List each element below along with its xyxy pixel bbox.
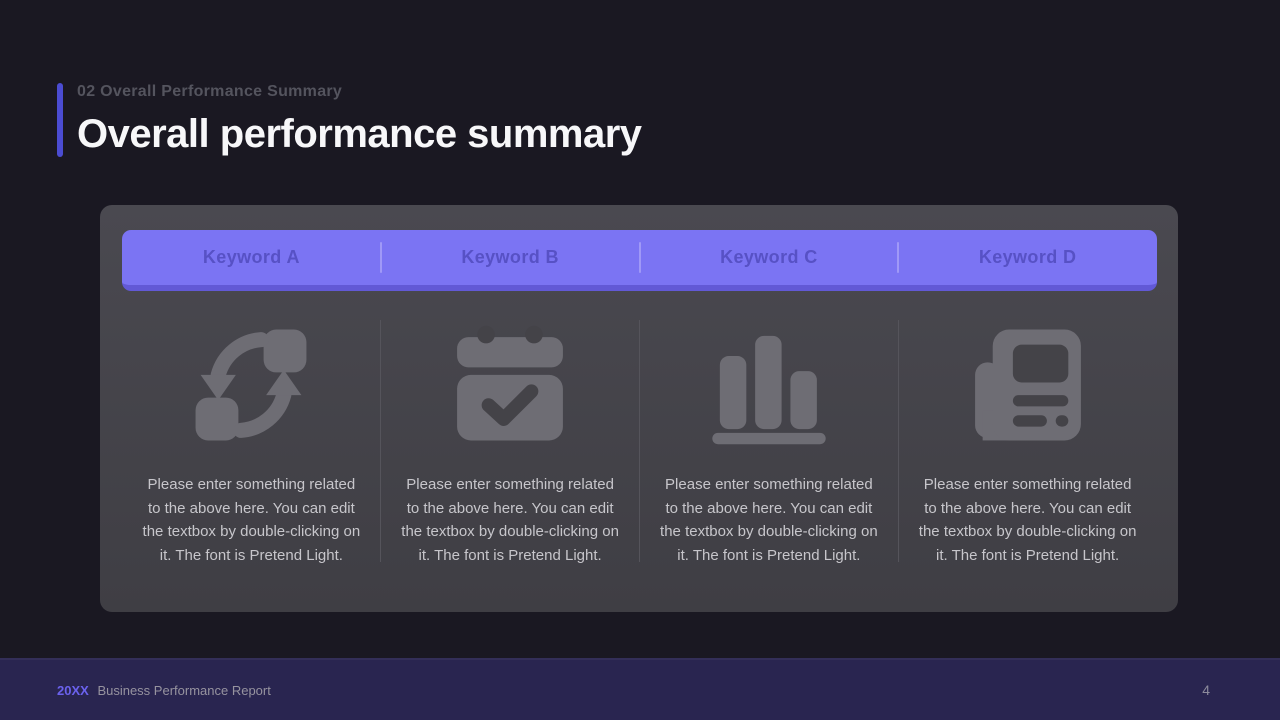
column-description-textbox[interactable]: Please enter something related to the ab… [660,476,878,564]
column-description-textbox[interactable]: Please enter something related to the ab… [401,476,619,564]
tab-label: Keyword A [202,247,300,267]
tab-label: Keyword D [978,247,1077,267]
bar-chart-icon [704,322,834,448]
tab-label: Keyword B [461,247,559,267]
title-accent-bar [57,83,63,157]
tab-keyword-a[interactable]: Keyword A [122,230,381,285]
slide-footer: 20XX Business Performance Report 4 [0,658,1280,720]
column-description-textbox[interactable]: Please enter something related to the ab… [142,476,361,564]
keyword-columns: Please enter something related to the ab… [122,315,1157,565]
page-number: 4 [1202,682,1210,698]
tab-label: Keyword C [720,247,818,267]
keyword-tabbar: Keyword A Keyword B Keyword C Keyword D [122,230,1157,291]
column-description-textbox[interactable]: Please enter something related to the ab… [918,476,1137,564]
column-keyword-c: Please enter something related to the ab… [639,315,899,565]
section-eyebrow: 02 Overall Performance Summary [77,83,343,100]
tab-keyword-b[interactable]: Keyword B [379,230,640,285]
swap-arrows-icon [186,322,316,448]
tab-keyword-d[interactable]: Keyword D [897,230,1157,285]
footer-year: 20XX [57,682,89,698]
footer-report-name: Business Performance Report [97,682,271,698]
column-keyword-b: Please enter something related to the ab… [380,315,640,565]
footer-report-title: 20XX Business Performance Report [57,683,271,698]
column-keyword-a: Please enter something related to the ab… [122,315,381,565]
page-title: Overall performance summary [77,112,642,156]
tab-keyword-c[interactable]: Keyword C [638,230,899,285]
column-keyword-d: Please enter something related to the ab… [897,315,1157,565]
calendar-check-icon [445,322,575,448]
newspaper-icon [963,322,1093,448]
summary-card: Keyword A Keyword B Keyword C Keyword D [100,205,1178,612]
